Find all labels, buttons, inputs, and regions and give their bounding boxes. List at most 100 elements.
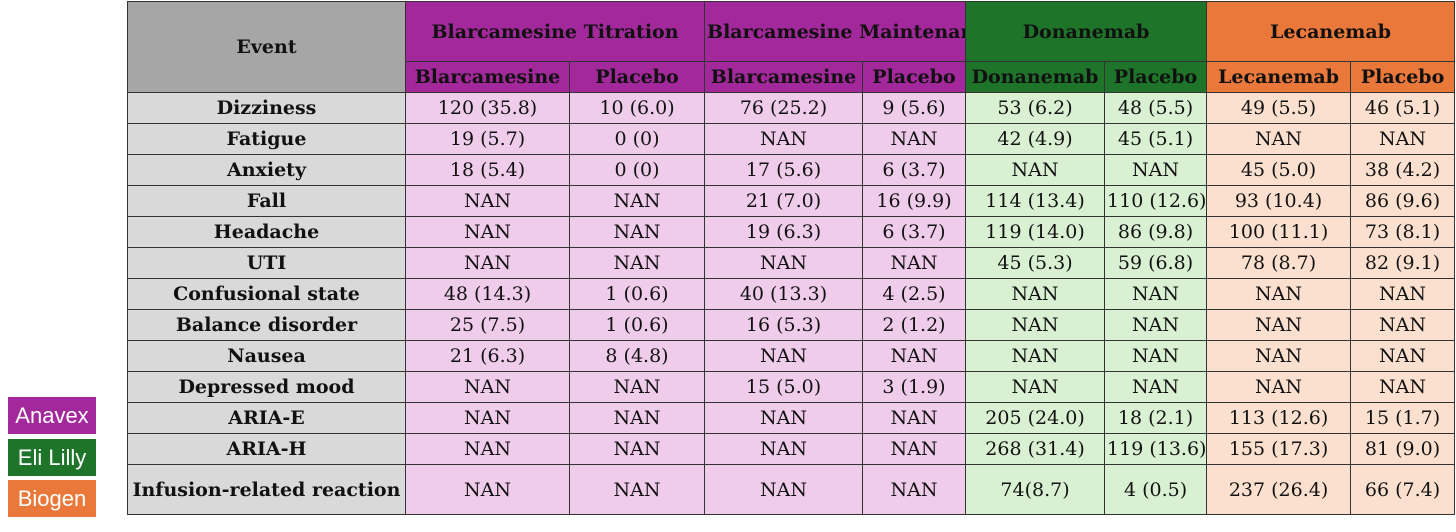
- table-cell: NAN: [704, 433, 864, 465]
- table-cell: 46 (5.1): [1350, 92, 1456, 124]
- adverse-events-table: Event Blarcamesine Titration Blarcamesin…: [127, 1, 1456, 515]
- table-cell: 2 (1.2): [862, 309, 967, 341]
- table-cell: 25 (7.5): [405, 309, 570, 341]
- table-cell: NAN: [704, 402, 864, 434]
- table-cell: 1 (0.6): [568, 278, 706, 310]
- table-cell: NAN: [1104, 340, 1208, 372]
- table-row: ARIA-E NAN NAN NAN NAN 205 (24.0) 18 (2.1) 113 …: [127, 402, 1456, 434]
- table-cell: NAN: [862, 464, 967, 515]
- table-cell: 17 (5.6): [704, 154, 864, 186]
- table-cell: 0 (0): [568, 154, 706, 186]
- table-cell: NAN: [1350, 371, 1456, 403]
- table-cell: 205 (24.0): [965, 402, 1106, 434]
- group-header-lecanemab: Lecanemab: [1206, 1, 1456, 62]
- table-cell: NAN: [405, 464, 570, 515]
- table-cell: NAN: [862, 433, 967, 465]
- table-cell: 8 (4.8): [568, 340, 706, 372]
- table-row: Headache NAN NAN 19 (6.3) 6 (3.7) 119 (14.0) 8…: [127, 216, 1456, 248]
- table-row: ARIA-H NAN NAN NAN NAN 268 (31.4) 119 (13.6) 15…: [127, 433, 1456, 465]
- event-label: ARIA-E: [127, 402, 406, 434]
- event-label: Anxiety: [127, 154, 406, 186]
- table-cell: 78 (8.7): [1206, 247, 1352, 279]
- table-cell: NAN: [405, 402, 570, 434]
- table-cell: NAN: [405, 185, 570, 217]
- event-label: Balance disorder: [127, 309, 406, 341]
- table-cell: 82 (9.1): [1350, 247, 1456, 279]
- table-cell: 45 (5.3): [965, 247, 1106, 279]
- event-column-header: Event: [127, 1, 406, 93]
- table-cell: 21 (6.3): [405, 340, 570, 372]
- table-cell: NAN: [568, 185, 706, 217]
- table-cell: NAN: [568, 247, 706, 279]
- table-cell: 48 (5.5): [1104, 92, 1208, 124]
- table-cell: 119 (14.0): [965, 216, 1106, 248]
- table-cell: NAN: [965, 154, 1106, 186]
- table-cell: 45 (5.0): [1206, 154, 1352, 186]
- arm-header: Placebo: [568, 61, 706, 93]
- table-cell: NAN: [1350, 123, 1456, 155]
- table-cell: NAN: [568, 433, 706, 465]
- event-label: Headache: [127, 216, 406, 248]
- table-cell: 6 (3.7): [862, 216, 967, 248]
- table-cell: 113 (12.6): [1206, 402, 1352, 434]
- table-cell: NAN: [1350, 278, 1456, 310]
- table-cell: NAN: [405, 216, 570, 248]
- table-cell: 73 (8.1): [1350, 216, 1456, 248]
- table-cell: 40 (13.3): [704, 278, 864, 310]
- table-cell: 49 (5.5): [1206, 92, 1352, 124]
- table-cell: 0 (0): [568, 123, 706, 155]
- table-cell: NAN: [405, 371, 570, 403]
- arm-header: Lecanemab: [1206, 61, 1352, 93]
- table-cell: 86 (9.8): [1104, 216, 1208, 248]
- table-cell: NAN: [862, 123, 967, 155]
- table-cell: 19 (6.3): [704, 216, 864, 248]
- table-cell: 4 (0.5): [1104, 464, 1208, 515]
- table-row: Balance disorder 25 (7.5) 1 (0.6) 16 (5.3) 2…: [127, 309, 1456, 341]
- table-cell: 86 (9.6): [1350, 185, 1456, 217]
- legend-anavex: Anavex: [8, 397, 96, 434]
- table-cell: NAN: [1104, 371, 1208, 403]
- table-cell: NAN: [405, 433, 570, 465]
- table-cell: 237 (26.4): [1206, 464, 1352, 515]
- table-cell: 110 (12.6): [1104, 185, 1208, 217]
- table-cell: 16 (5.3): [704, 309, 864, 341]
- arm-header: Blarcamesine: [405, 61, 570, 93]
- table-cell: 45 (5.1): [1104, 123, 1208, 155]
- table-cell: NAN: [405, 247, 570, 279]
- table-row: Dizziness 120 (35.8) 10 (6.0) 76 (25.2) 9 (5…: [127, 92, 1456, 124]
- table-cell: NAN: [1350, 309, 1456, 341]
- table-cell: NAN: [1206, 309, 1352, 341]
- table-cell: 19 (5.7): [405, 123, 570, 155]
- table-cell: 15 (1.7): [1350, 402, 1456, 434]
- event-label: Infusion-related reaction: [127, 464, 406, 515]
- legend-eli-lilly: Eli Lilly: [8, 439, 96, 476]
- arm-header: Placebo: [1350, 61, 1456, 93]
- table-cell: 1 (0.6): [568, 309, 706, 341]
- table-cell: NAN: [965, 371, 1106, 403]
- arm-header-row: Blarcamesine Placebo Blarcamesine Placeb…: [128, 61, 1456, 93]
- table-cell: 4 (2.5): [862, 278, 967, 310]
- event-label: UTI: [127, 247, 406, 279]
- table-cell: 42 (4.9): [965, 123, 1106, 155]
- table-cell: 114 (13.4): [965, 185, 1106, 217]
- table-cell: 119 (13.6): [1104, 433, 1208, 465]
- table-cell: 18 (5.4): [405, 154, 570, 186]
- table-row: UTI NAN NAN NAN NAN 45 (5.3) 59 (6.8) 78 (8.7) 8…: [127, 247, 1456, 279]
- table-cell: 16 (9.9): [862, 185, 967, 217]
- table-cell: 74(8.7): [965, 464, 1106, 515]
- table-cell: NAN: [965, 309, 1106, 341]
- table-cell: 15 (5.0): [704, 371, 864, 403]
- legend-biogen: Biogen: [8, 480, 96, 517]
- table-cell: NAN: [568, 464, 706, 515]
- table-row: Fatigue 19 (5.7) 0 (0) NAN NAN 42 (4.9) 45 (5.…: [127, 123, 1456, 155]
- table-row: Depressed mood NAN NAN 15 (5.0) 3 (1.9) NAN NA…: [127, 371, 1456, 403]
- table-cell: 3 (1.9): [862, 371, 967, 403]
- table-cell: NAN: [1350, 340, 1456, 372]
- table-cell: NAN: [965, 340, 1106, 372]
- event-label: Depressed mood: [127, 371, 406, 403]
- table-cell: NAN: [704, 123, 864, 155]
- table-cell: 6 (3.7): [862, 154, 967, 186]
- table-cell: 100 (11.1): [1206, 216, 1352, 248]
- arm-header: Blarcamesine: [704, 61, 864, 93]
- table-cell: NAN: [1206, 278, 1352, 310]
